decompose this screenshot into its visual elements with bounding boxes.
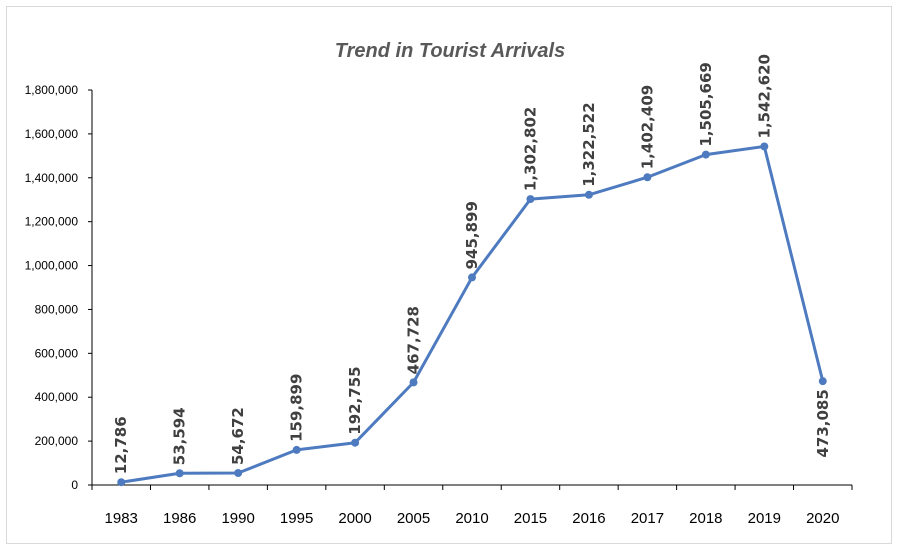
y-tick-label: 1,800,000 [25, 83, 79, 97]
data-label: 467,728 [405, 306, 423, 374]
x-tick-label: 2020 [806, 510, 839, 527]
y-tick-label: 0 [71, 478, 78, 492]
data-point [584, 190, 593, 199]
data-point [526, 195, 535, 204]
y-tick-label: 1,400,000 [25, 171, 79, 185]
x-tick-label: 2016 [572, 510, 605, 527]
data-label: 54,672 [229, 407, 247, 465]
y-tick-label: 1,200,000 [25, 215, 79, 229]
data-label: 159,899 [288, 374, 306, 442]
x-tick-label: 1983 [105, 510, 138, 527]
y-tick-label: 1,600,000 [25, 127, 79, 141]
data-point [760, 142, 769, 151]
x-tick-label: 2019 [748, 510, 781, 527]
data-label: 473,085 [814, 389, 832, 457]
x-tick-label: 1986 [163, 510, 196, 527]
data-point [234, 469, 243, 478]
data-label: 1,542,620 [755, 54, 773, 138]
x-tick-label: 2017 [631, 510, 664, 527]
data-point [117, 478, 126, 487]
data-label: 1,302,802 [521, 107, 539, 191]
data-point [409, 378, 418, 387]
data-label: 12,786 [112, 416, 130, 474]
data-label: 1,402,409 [638, 85, 656, 169]
chart-title: Trend in Tourist Arrivals [334, 40, 566, 62]
data-point [468, 273, 476, 282]
x-tick-label: 2000 [338, 510, 371, 527]
x-tick-label: 2010 [455, 510, 488, 527]
series-line [119, 144, 825, 484]
x-tick-label: 2005 [397, 510, 430, 527]
y-tick-label: 200,000 [35, 434, 79, 448]
data-point [818, 377, 827, 386]
x-tick-label: 2015 [514, 510, 547, 527]
data-label: 945,899 [463, 201, 481, 269]
data-point [701, 150, 710, 159]
y-tick-label: 400,000 [35, 390, 79, 404]
data-label: 192,755 [346, 366, 364, 434]
data-label: 1,322,522 [580, 102, 598, 186]
data-point [292, 445, 301, 454]
x-tick-label: 1995 [280, 510, 313, 527]
data-point [175, 469, 184, 478]
x-tick-label: 1990 [221, 510, 254, 527]
chart-frame [6, 6, 892, 544]
y-tick-label: 800,000 [35, 302, 79, 316]
data-point [643, 173, 652, 182]
data-label: 53,594 [171, 407, 189, 465]
y-tick-label: 600,000 [35, 346, 79, 360]
data-point [351, 438, 360, 447]
data-label: 1,505,669 [697, 62, 715, 146]
x-tick-label: 2018 [689, 510, 722, 527]
y-tick-label: 1,000,000 [25, 259, 79, 273]
